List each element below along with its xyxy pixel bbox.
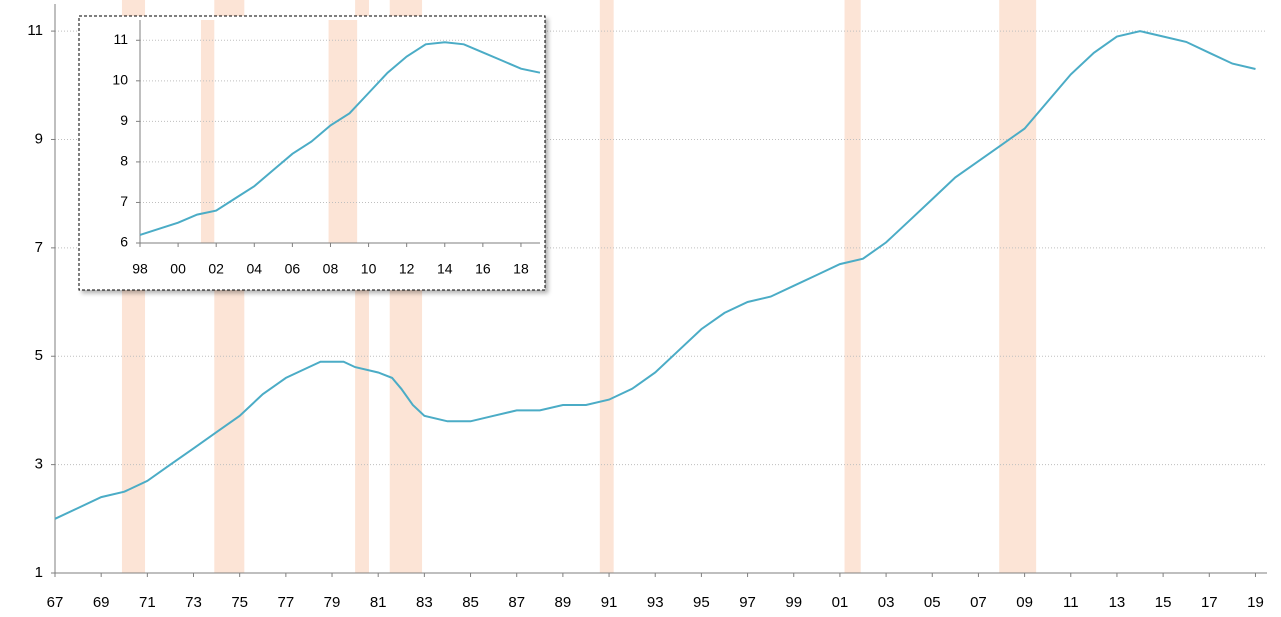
x-tick-label: 73 [185,594,202,611]
x-tick-label: 83 [416,594,433,611]
recession-band [328,20,358,243]
x-tick-label: 10 [361,261,377,277]
x-tick-label: 09 [1016,594,1033,611]
x-tick-label: 05 [924,594,941,611]
recession-band [844,0,861,573]
x-tick-label: 13 [1109,594,1126,611]
recession-band [999,0,1037,573]
x-tick-label: 81 [370,594,387,611]
x-tick-label: 97 [739,594,756,611]
y-tick-label: 9 [35,130,43,147]
y-tick-label: 9 [120,112,128,128]
y-tick-label: 11 [27,22,43,39]
x-tick-label: 79 [324,594,341,611]
x-tick-label: 85 [462,594,479,611]
x-tick-label: 04 [246,261,262,277]
x-tick-label: 14 [437,261,453,277]
data-line [54,30,1256,520]
data-line [139,41,541,236]
x-tick-label: 19 [1247,594,1264,611]
x-tick-label: 17 [1201,594,1218,611]
x-tick-label: 67 [47,594,64,611]
x-tick-label: 03 [878,594,895,611]
y-tick-label: 3 [35,456,43,473]
x-tick-label: 15 [1155,594,1172,611]
inset-chart: 6 7 8 9 10 11 98 00 02 04 06 08 10 12 14 16 18 [78,15,546,291]
recession-band [200,20,215,243]
x-tick-label: 93 [647,594,664,611]
x-tick-label: 06 [285,261,301,277]
x-tick-label: 77 [278,594,295,611]
x-tick-label: 11 [1063,594,1079,611]
x-tick-label: 16 [475,261,491,277]
y-tick-label: 6 [120,234,128,250]
x-tick-label: 01 [832,594,849,611]
x-tick-label: 98 [132,261,148,277]
y-tick-label: 1 [35,564,43,581]
recession-band [599,0,614,573]
inset-frame [78,15,546,291]
y-tick-label: 8 [120,153,128,169]
x-tick-label: 99 [785,594,802,611]
x-tick-label: 89 [555,594,572,611]
x-tick-label: 07 [970,594,987,611]
x-tick-label: 12 [399,261,415,277]
x-tick-label: 18 [513,261,529,277]
x-tick-label: 95 [693,594,710,611]
x-tick-label: 69 [93,594,110,611]
y-tick-label: 5 [35,347,43,364]
y-tick-label: 7 [35,239,43,256]
y-tick-label: 10 [112,72,128,88]
y-tick-label: 11 [113,31,128,47]
x-tick-label: 02 [208,261,224,277]
y-tick-label: 7 [120,193,128,209]
x-tick-label: 87 [508,594,525,611]
x-tick-label: 71 [139,594,156,611]
x-tick-label: 00 [170,261,186,277]
x-tick-label: 91 [601,594,618,611]
x-tick-label: 75 [231,594,248,611]
x-tick-label: 08 [323,261,339,277]
